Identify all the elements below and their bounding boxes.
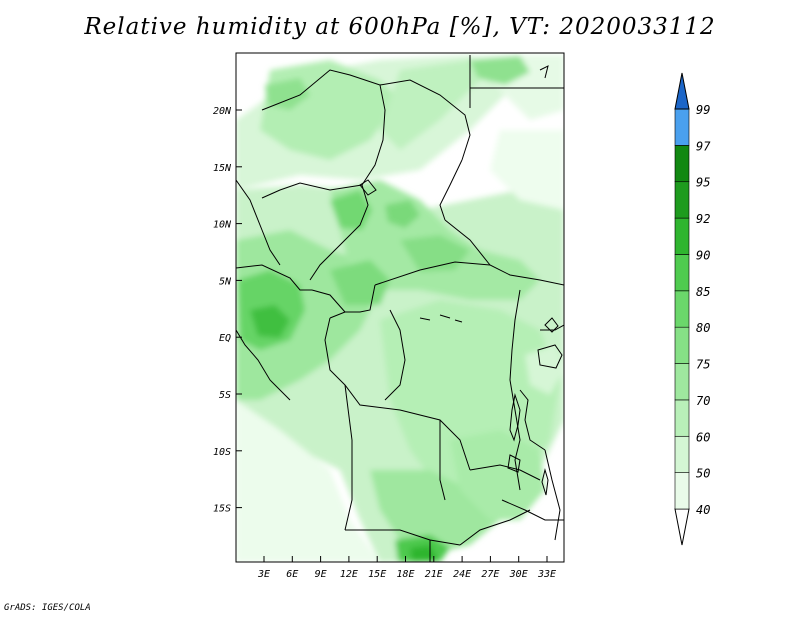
colorbar-label: 99 xyxy=(696,103,710,117)
lon-tick-label: 3E xyxy=(257,569,270,580)
colorbar-label: 95 xyxy=(696,176,710,190)
country-borders xyxy=(236,55,564,562)
colorbar-segment xyxy=(674,326,690,364)
colorbar-segment xyxy=(674,290,690,328)
colorbar-label: 50 xyxy=(696,467,710,481)
lon-tick-label: 15E xyxy=(368,569,386,580)
colorbar-label: 70 xyxy=(696,394,710,408)
longitude-axis: 3E 6E 9E 12E 15E 18E 21E 24E 27E 30E 33E xyxy=(257,556,556,580)
colorbar-segment xyxy=(674,145,690,183)
colorbar-segment xyxy=(674,217,690,255)
lat-tick-label: 20N xyxy=(213,106,232,117)
colorbar-segment xyxy=(674,363,690,401)
colorbar-segment xyxy=(674,181,690,219)
humidity-field xyxy=(236,53,564,562)
lat-tick-label: 15S xyxy=(213,504,231,515)
lon-tick-label: 24E xyxy=(453,569,471,580)
lat-tick-label: 10N xyxy=(213,220,232,231)
lon-tick-label: 9E xyxy=(315,569,327,580)
colorbar-segment xyxy=(674,254,690,292)
colorbar-segment xyxy=(674,108,690,146)
lat-tick-label: 15N xyxy=(213,163,232,174)
colorbar-segment xyxy=(674,472,690,510)
colorbar-label: 80 xyxy=(696,321,710,335)
lon-tick-label: 18E xyxy=(396,569,414,580)
colorbar-min-arrow xyxy=(674,508,690,546)
colorbar: 40 50 60 70 75 80 85 90 92 95 97 99 xyxy=(674,72,711,546)
lon-tick-label: 30E xyxy=(509,569,528,580)
colorbar-label: 97 xyxy=(696,139,711,153)
colorbar-segment xyxy=(674,399,690,437)
lat-tick-label: EQ xyxy=(219,333,231,344)
colorbar-label: 90 xyxy=(696,248,710,262)
lat-tick-label: 10S xyxy=(213,447,231,458)
colorbar-label: 92 xyxy=(696,212,710,226)
lon-tick-label: 33E xyxy=(537,569,556,580)
lat-tick-label: 5N xyxy=(219,276,232,287)
grads-credit: GrADS: IGES/COLA xyxy=(4,603,91,613)
colorbar-segment xyxy=(674,435,690,473)
chart-title: Relative humidity at 600hPa [%], VT: 202… xyxy=(84,14,716,40)
colorbar-label: 40 xyxy=(696,503,710,517)
colorbar-label: 75 xyxy=(696,358,710,372)
colorbar-max-arrow xyxy=(674,72,690,110)
lon-tick-label: 21E xyxy=(425,569,443,580)
lon-tick-label: 12E xyxy=(340,569,358,580)
lon-tick-label: 27E xyxy=(481,569,499,580)
colorbar-label: 60 xyxy=(696,430,710,444)
map-frame xyxy=(235,52,565,563)
latitude-axis: 20N 15N 10N 5N EQ 5S 10S 15S xyxy=(213,106,242,515)
lat-tick-label: 5S xyxy=(219,390,231,401)
colorbar-label: 85 xyxy=(696,285,710,299)
lon-tick-label: 6E xyxy=(286,569,298,580)
